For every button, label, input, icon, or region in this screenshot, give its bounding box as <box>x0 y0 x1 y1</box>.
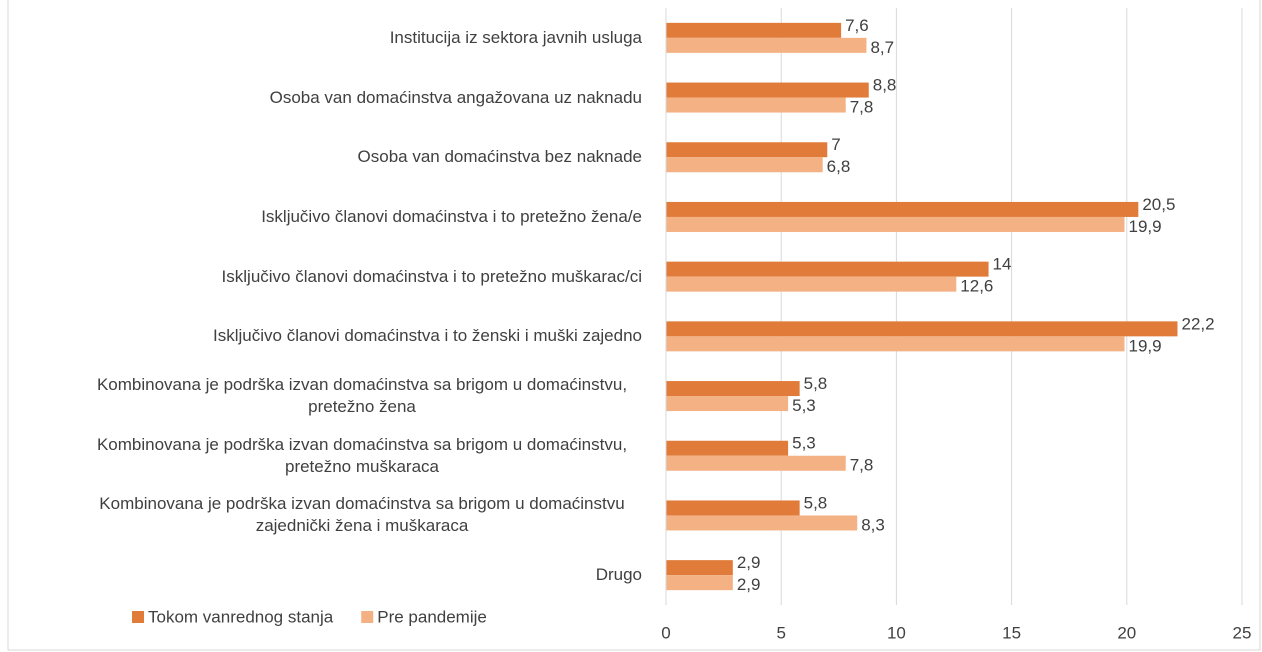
legend-swatch <box>361 611 374 623</box>
bar <box>666 560 733 576</box>
category-label: Kombinovana je podrška izvan domaćinstva… <box>60 493 642 537</box>
category-text: Drugo <box>595 565 642 585</box>
value-label: 8,8 <box>873 76 897 95</box>
value-label: 7 <box>831 135 840 154</box>
legend-label: Tokom vanrednog stanja <box>148 607 334 626</box>
category-label: Kombinovana je podrška izvan domaćinstva… <box>60 434 642 478</box>
x-tick-label: 5 <box>776 623 785 642</box>
value-label: 7,8 <box>850 98 874 117</box>
value-label: 19,9 <box>1128 217 1161 236</box>
bar <box>666 500 800 516</box>
value-label: 5,8 <box>804 493 828 512</box>
value-label: 5,3 <box>792 434 816 453</box>
value-label: 2,9 <box>737 575 761 594</box>
value-label: 2,9 <box>737 553 761 572</box>
category-text: Institucija iz sektora javnih usluga <box>389 27 642 47</box>
bar <box>666 276 957 292</box>
x-tick-label: 20 <box>1117 623 1136 642</box>
bar <box>666 142 828 158</box>
category-text: Osoba van domaćinstva angažovana uz nakn… <box>269 87 642 107</box>
value-label: 14 <box>993 255 1012 274</box>
category-text: Isključivo članovi domaćinstva i to pret… <box>261 206 642 226</box>
category-text: Isključivo članovi domaćinstva i to pret… <box>221 266 642 286</box>
category-label: Institucija iz sektora javnih usluga <box>60 27 642 49</box>
value-label: 6,8 <box>827 157 851 176</box>
category-label: Osoba van domaćinstva bez naknade <box>60 146 642 168</box>
value-label: 8,7 <box>870 38 894 57</box>
category-text: Osoba van domaćinstva bez naknade <box>357 147 642 167</box>
value-label: 12,6 <box>960 277 993 296</box>
bar <box>666 455 846 471</box>
category-text: Kombinovana je podrška izvan domaćinstva… <box>99 494 625 536</box>
category-label: Isključivo članovi domaćinstva i to pret… <box>60 206 642 228</box>
bar <box>666 216 1125 232</box>
bar <box>666 261 989 277</box>
category-text: Isključivo članovi domaćinstva i to žens… <box>213 326 642 346</box>
value-label: 22,2 <box>1181 314 1214 333</box>
bar <box>666 515 858 531</box>
value-label: 5,3 <box>792 396 816 415</box>
bar <box>666 22 842 38</box>
bar <box>666 336 1125 352</box>
bar <box>666 201 1139 217</box>
value-label: 20,5 <box>1142 195 1175 214</box>
bar <box>666 381 800 397</box>
x-tick-label: 15 <box>1002 623 1021 642</box>
x-tick-label: 0 <box>661 623 670 642</box>
x-tick-label: 10 <box>887 623 906 642</box>
legend-label: Pre pandemije <box>377 607 487 626</box>
x-tick-label: 25 <box>1233 623 1252 642</box>
bar <box>666 321 1178 337</box>
category-text: Kombinovana je podrška izvan domaćinstva… <box>96 434 628 476</box>
bar <box>666 82 869 98</box>
bar <box>666 97 846 113</box>
chart-border <box>7 0 1261 651</box>
bar <box>666 157 823 173</box>
legend-swatch <box>132 611 144 623</box>
category-text: Kombinovana je podrška izvan domaćinstva… <box>96 375 628 417</box>
bar <box>666 37 867 53</box>
value-label: 8,3 <box>861 515 885 534</box>
bar <box>666 440 789 456</box>
value-label: 5,8 <box>804 374 828 393</box>
category-label: Isključivo članovi domaćinstva i to pret… <box>60 266 642 288</box>
value-label: 19,9 <box>1128 336 1161 355</box>
bar <box>666 575 733 591</box>
category-label: Kombinovana je podrška izvan domaćinstva… <box>60 374 642 418</box>
category-label: Osoba van domaćinstva angažovana uz nakn… <box>60 87 642 109</box>
category-label: Drugo <box>60 564 642 586</box>
value-label: 7,6 <box>845 16 869 35</box>
value-label: 7,8 <box>850 456 874 475</box>
category-label: Isključivo članovi domaćinstva i to žens… <box>60 325 642 347</box>
bar <box>666 396 789 412</box>
